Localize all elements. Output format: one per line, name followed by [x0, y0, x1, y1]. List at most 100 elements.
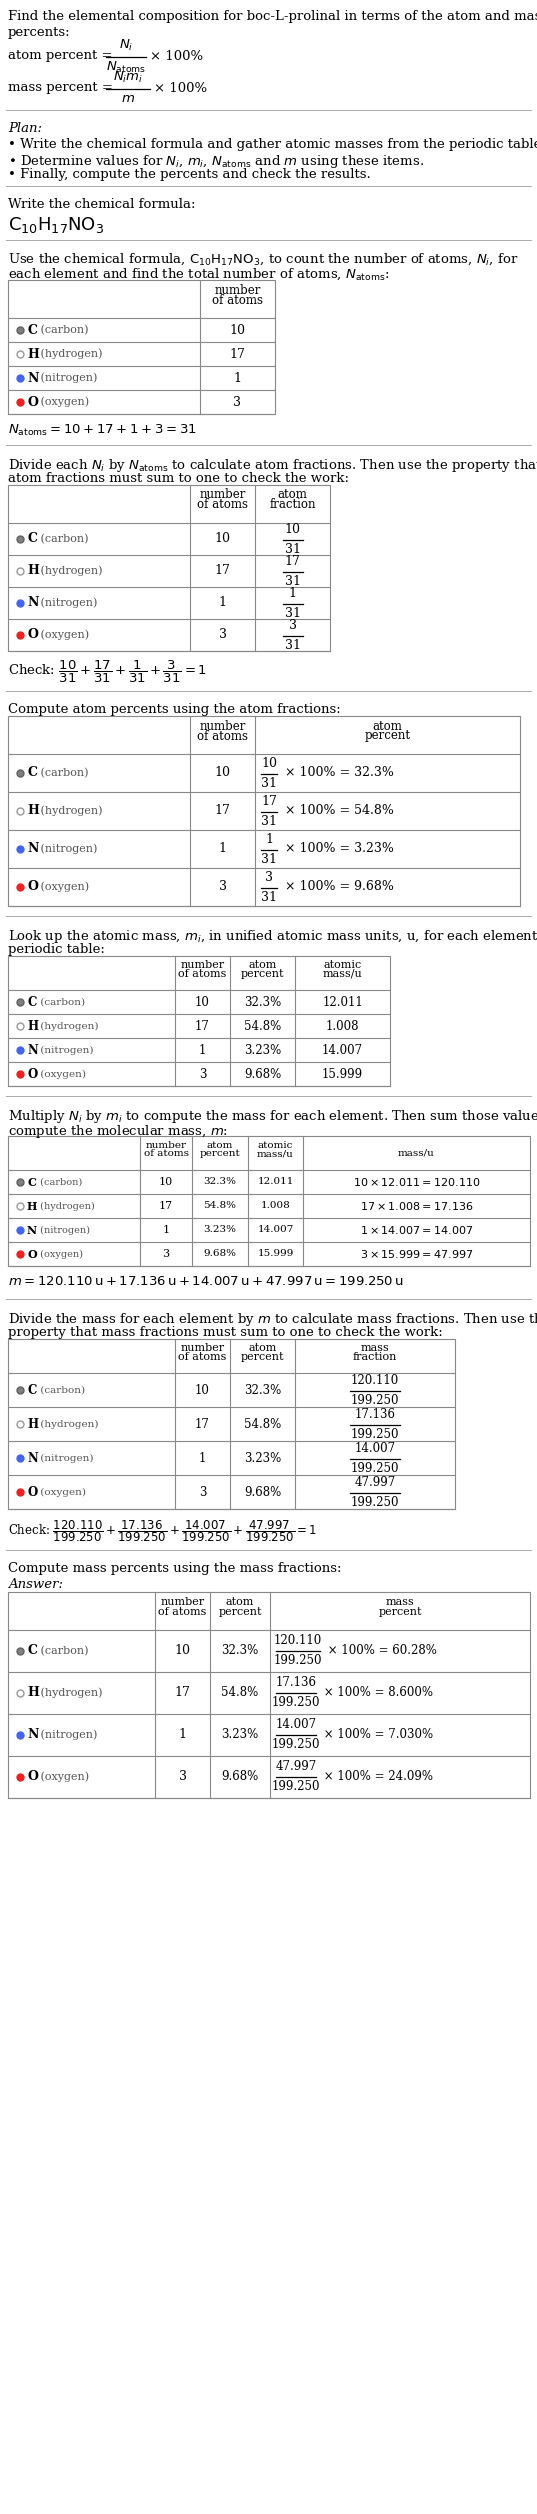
Text: $17 \times 1.008 = 17.136$: $17 \times 1.008 = 17.136$: [360, 1199, 473, 1212]
Text: × 100% = 7.030%: × 100% = 7.030%: [320, 1730, 433, 1742]
Text: 3: 3: [199, 1068, 206, 1081]
Text: 1: 1: [219, 842, 227, 855]
Text: Check: $\dfrac{10}{31} + \dfrac{17}{31} + \dfrac{1}{31} + \dfrac{3}{31} = 1$: Check: $\dfrac{10}{31} + \dfrac{17}{31} …: [8, 659, 207, 686]
Text: fraction: fraction: [269, 498, 316, 510]
Text: 31: 31: [285, 606, 301, 621]
Text: of atoms: of atoms: [197, 498, 248, 510]
Text: mass: mass: [361, 1342, 389, 1353]
Text: $N_{\mathrm{atoms}} = 10 + 17 + 1 + 3 = 31$: $N_{\mathrm{atoms}} = 10 + 17 + 1 + 3 = …: [8, 422, 197, 437]
Text: N: N: [27, 1043, 38, 1056]
Text: O: O: [27, 1068, 37, 1081]
Text: (oxygen): (oxygen): [37, 1249, 83, 1260]
Text: atom: atom: [207, 1141, 233, 1149]
Text: 17: 17: [215, 804, 230, 817]
Text: 32.3%: 32.3%: [244, 1383, 281, 1395]
Text: number: number: [161, 1596, 205, 1606]
Text: 17.136: 17.136: [354, 1408, 395, 1420]
Text: 199.250: 199.250: [351, 1393, 399, 1408]
Text: 10: 10: [229, 324, 245, 337]
Text: (oxygen): (oxygen): [37, 1772, 89, 1782]
Text: O: O: [27, 880, 38, 892]
Text: (hydrogen): (hydrogen): [37, 804, 103, 817]
Text: O: O: [27, 1249, 37, 1260]
Text: 3: 3: [234, 395, 242, 407]
Text: N: N: [27, 1224, 37, 1234]
Text: 3.23%: 3.23%: [244, 1451, 281, 1466]
Text: periodic table:: periodic table:: [8, 943, 105, 955]
Text: 15.999: 15.999: [322, 1068, 363, 1081]
Text: 9.68%: 9.68%: [221, 1770, 259, 1782]
Text: 1: 1: [178, 1730, 186, 1742]
Text: 199.250: 199.250: [272, 1697, 320, 1710]
Text: 32.3%: 32.3%: [244, 996, 281, 1008]
Text: 54.8%: 54.8%: [221, 1687, 259, 1699]
Text: Multiply $N_i$ by $m_i$ to compute the mass for each element. Then sum those val: Multiply $N_i$ by $m_i$ to compute the m…: [8, 1109, 537, 1124]
Text: (oxygen): (oxygen): [37, 882, 89, 892]
Text: atom: atom: [278, 488, 308, 500]
Text: 17: 17: [159, 1202, 173, 1212]
Text: 17: 17: [215, 566, 230, 578]
Text: percent: percent: [241, 968, 284, 978]
Text: 10: 10: [285, 523, 301, 535]
Text: 10: 10: [159, 1177, 173, 1187]
Text: H: H: [27, 347, 39, 360]
Text: of atoms: of atoms: [178, 1353, 227, 1363]
Text: 3: 3: [288, 618, 296, 631]
Text: × 100% = 9.68%: × 100% = 9.68%: [281, 880, 394, 892]
Text: 14.007: 14.007: [354, 1443, 396, 1456]
Text: atom fractions must sum to one to check the work:: atom fractions must sum to one to check …: [8, 473, 349, 485]
Text: 199.250: 199.250: [274, 1654, 322, 1667]
Text: • Determine values for $N_i$, $m_i$, $N_{\mathrm{atoms}}$ and $m$ using these it: • Determine values for $N_i$, $m_i$, $N_…: [8, 153, 424, 171]
Text: 17: 17: [229, 347, 245, 360]
Text: Divide each $N_i$ by $N_{\mathrm{atoms}}$ to calculate atom fractions. Then use : Divide each $N_i$ by $N_{\mathrm{atoms}}…: [8, 458, 537, 475]
Text: (carbon): (carbon): [37, 1177, 82, 1187]
Text: H: H: [27, 566, 39, 578]
Text: fraction: fraction: [353, 1353, 397, 1363]
Text: $10 \times 12.011 = 120.110$: $10 \times 12.011 = 120.110$: [353, 1177, 480, 1189]
Text: 12.011: 12.011: [322, 996, 363, 1008]
Text: C: C: [27, 996, 37, 1008]
Text: C: C: [27, 1383, 37, 1395]
Text: C: C: [27, 767, 37, 779]
Text: 54.8%: 54.8%: [244, 1021, 281, 1033]
Text: of atoms: of atoms: [158, 1606, 207, 1617]
Text: 10: 10: [195, 996, 210, 1008]
Text: × 100% = 60.28%: × 100% = 60.28%: [324, 1644, 437, 1657]
Text: 10: 10: [261, 757, 277, 769]
Text: 1: 1: [199, 1043, 206, 1056]
Text: O: O: [27, 1770, 38, 1782]
Text: percent: percent: [241, 1353, 284, 1363]
Text: (oxygen): (oxygen): [37, 397, 89, 407]
Text: 14.007: 14.007: [257, 1224, 294, 1234]
Text: of atoms: of atoms: [197, 729, 248, 742]
Text: C: C: [27, 1644, 37, 1657]
Text: number: number: [214, 284, 260, 297]
Text: 17: 17: [195, 1418, 210, 1430]
Text: 47.997: 47.997: [275, 1760, 317, 1772]
Text: Divide the mass for each element by $m$ to calculate mass fractions. Then use th: Divide the mass for each element by $m$ …: [8, 1310, 537, 1327]
Text: 1: 1: [219, 596, 227, 608]
Text: 54.8%: 54.8%: [204, 1202, 236, 1212]
Text: 14.007: 14.007: [322, 1043, 363, 1056]
Text: N: N: [27, 842, 38, 855]
Text: 1: 1: [288, 586, 296, 601]
Text: 31: 31: [261, 852, 277, 865]
Text: 32.3%: 32.3%: [221, 1644, 259, 1657]
Text: compute the molecular mass, $m$:: compute the molecular mass, $m$:: [8, 1124, 228, 1139]
Text: 199.250: 199.250: [351, 1463, 399, 1476]
Text: Write the chemical formula:: Write the chemical formula:: [8, 199, 195, 211]
Text: Compute atom percents using the atom fractions:: Compute atom percents using the atom fra…: [8, 704, 341, 716]
Text: 3: 3: [265, 870, 273, 885]
Bar: [8, 716, 520, 905]
Text: (carbon): (carbon): [37, 1385, 85, 1395]
Text: atom: atom: [373, 719, 402, 732]
Text: N: N: [27, 372, 38, 385]
Bar: [8, 1136, 530, 1267]
Text: (hydrogen): (hydrogen): [37, 566, 103, 576]
Text: O: O: [27, 395, 38, 407]
Text: number: number: [180, 960, 224, 970]
Text: $N_i m_i$: $N_i m_i$: [113, 70, 143, 85]
Text: atomic: atomic: [323, 960, 361, 970]
Text: atom: atom: [248, 1342, 277, 1353]
Text: $N_i$: $N_i$: [119, 38, 133, 53]
